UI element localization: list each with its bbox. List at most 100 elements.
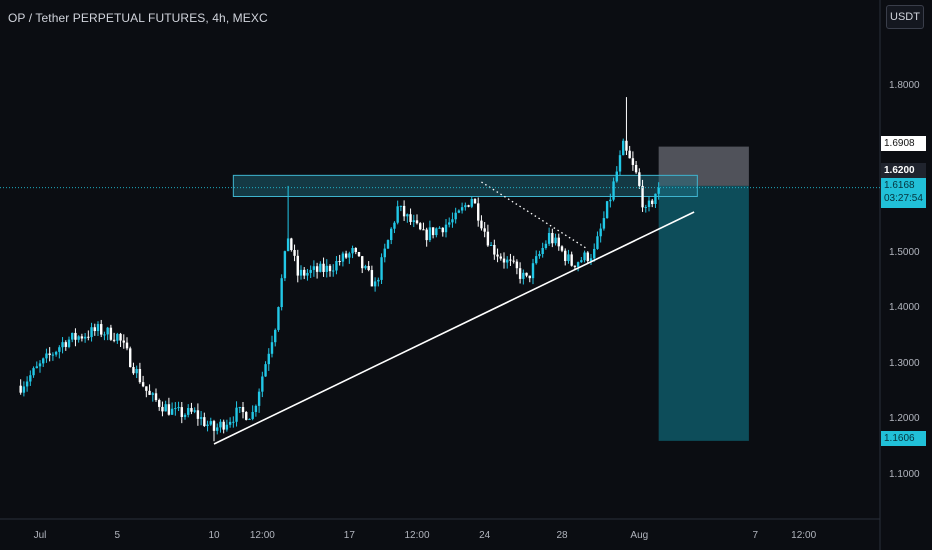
candle-body bbox=[651, 200, 654, 204]
candle-body bbox=[170, 408, 174, 415]
candle-body bbox=[470, 199, 473, 207]
candle-body bbox=[141, 382, 145, 387]
candle-body bbox=[312, 266, 316, 270]
candle-body bbox=[119, 333, 122, 341]
candle-body bbox=[25, 381, 29, 387]
stop-price-badge: 1.6908 bbox=[881, 136, 926, 151]
candle-body bbox=[612, 181, 615, 200]
price-tick-label: 1.1000 bbox=[889, 468, 920, 480]
candle-body bbox=[109, 327, 113, 340]
candle-body bbox=[441, 227, 444, 233]
candle-body bbox=[364, 265, 367, 269]
candle-body bbox=[557, 237, 560, 247]
candle-body bbox=[477, 203, 480, 221]
candle-body bbox=[80, 336, 84, 339]
candle-body bbox=[48, 353, 51, 356]
candle-body bbox=[42, 358, 45, 364]
candle-body bbox=[576, 262, 580, 267]
candle-body bbox=[625, 140, 628, 151]
candle-body bbox=[528, 275, 531, 279]
candle-body bbox=[38, 363, 42, 367]
candle-body bbox=[306, 272, 309, 276]
candle-body bbox=[277, 307, 280, 330]
candle-body bbox=[631, 158, 635, 165]
candle-body bbox=[309, 269, 312, 273]
candle-body bbox=[67, 339, 71, 347]
candle-body bbox=[267, 353, 270, 365]
currency-button[interactable]: USDT bbox=[886, 5, 924, 29]
candle-body bbox=[228, 421, 232, 425]
candle-body bbox=[431, 227, 435, 236]
candle-body bbox=[87, 336, 90, 338]
candle-body bbox=[506, 259, 509, 263]
candle-body bbox=[164, 404, 167, 412]
candle-body bbox=[641, 185, 644, 208]
candle-body bbox=[77, 336, 80, 340]
candle-body bbox=[599, 228, 602, 237]
candle-body bbox=[409, 214, 412, 222]
candle-body bbox=[393, 222, 396, 229]
candle-body bbox=[161, 406, 164, 412]
candle-body bbox=[464, 205, 467, 208]
candle-body bbox=[644, 206, 647, 208]
candle-body bbox=[538, 254, 541, 257]
time-tick-label: 12:00 bbox=[404, 530, 430, 541]
candle-body bbox=[367, 265, 370, 271]
candle-body bbox=[96, 324, 100, 332]
candle-body bbox=[274, 329, 277, 343]
candle-body bbox=[296, 255, 299, 276]
candle-body bbox=[129, 348, 132, 368]
take-profit-zone bbox=[658, 185, 749, 441]
candle-body bbox=[399, 205, 403, 207]
candle-body bbox=[361, 256, 364, 269]
candle-body bbox=[209, 421, 212, 425]
candle-body bbox=[344, 253, 348, 258]
candle-body bbox=[593, 248, 596, 259]
candle-body bbox=[357, 251, 361, 257]
candle-body bbox=[251, 411, 254, 419]
candle-body bbox=[605, 201, 609, 219]
candle-body bbox=[509, 259, 512, 261]
candle-body bbox=[609, 199, 612, 202]
time-tick-label: 17 bbox=[343, 530, 355, 541]
candle-body bbox=[103, 334, 106, 336]
candle-body bbox=[132, 367, 135, 374]
candle-body bbox=[570, 254, 573, 266]
target-price-badge: 1.1606 bbox=[881, 431, 926, 446]
candle-body bbox=[187, 408, 190, 415]
candle-body bbox=[402, 205, 406, 217]
candle-body bbox=[261, 376, 264, 392]
candle-body bbox=[167, 404, 171, 415]
candle-body bbox=[396, 206, 399, 223]
candle-body bbox=[100, 324, 103, 335]
candle-body bbox=[564, 250, 567, 262]
candle-body bbox=[377, 279, 380, 282]
candle-body bbox=[380, 257, 383, 280]
candle-body bbox=[448, 222, 451, 225]
candle-body bbox=[422, 229, 425, 231]
candle-body bbox=[547, 233, 551, 244]
candle-body bbox=[125, 342, 129, 349]
candle-body bbox=[596, 236, 599, 249]
candle-body bbox=[535, 256, 538, 264]
candle-body bbox=[154, 393, 158, 401]
candle-body bbox=[206, 424, 209, 426]
candle-body bbox=[615, 171, 618, 182]
candle-body bbox=[286, 238, 290, 252]
candle-body bbox=[428, 227, 432, 241]
candle-body bbox=[283, 251, 287, 279]
candle-body bbox=[444, 224, 448, 233]
candle-body bbox=[541, 248, 544, 255]
candle-body bbox=[45, 353, 48, 359]
candle-body bbox=[145, 386, 148, 391]
candle-body bbox=[222, 421, 225, 430]
candle-body bbox=[90, 327, 93, 338]
candle-body bbox=[473, 199, 477, 204]
time-tick-label: 24 bbox=[479, 530, 491, 541]
candle-body bbox=[196, 410, 200, 419]
candle-body bbox=[112, 339, 116, 341]
time-tick-label: Jul bbox=[33, 530, 47, 541]
candle-body bbox=[518, 268, 522, 279]
